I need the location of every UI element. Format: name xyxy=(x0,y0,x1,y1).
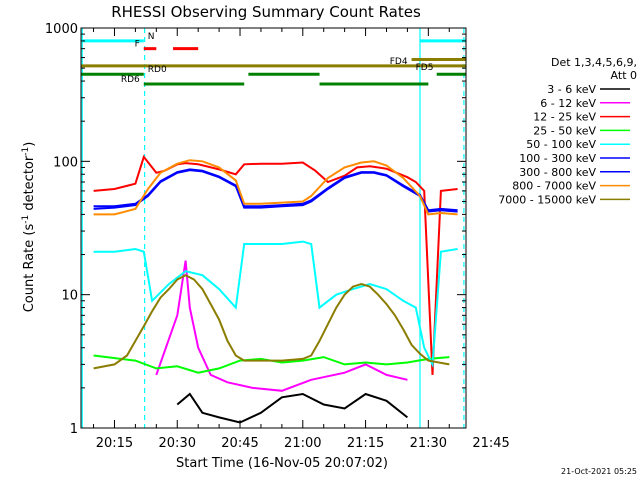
series-line-0 xyxy=(176,392,409,424)
annotation-label-9: RD6 xyxy=(121,75,140,85)
legend-entry-label-1: 6 - 12 keV xyxy=(540,97,596,110)
x-tick-label: 21:30 xyxy=(410,436,447,451)
legend-header-line-2: Att 0 xyxy=(611,69,637,82)
y-axis-label-main: Count Rate (s xyxy=(22,224,37,313)
y-tick-label: 1000 xyxy=(45,22,78,37)
legend-entry-label-4: 50 - 100 keV xyxy=(526,138,596,151)
plot-area: NF FD4 FD5 RD0 RD6 1 10 100 1000 20:15 20:30 20:45 2… xyxy=(45,22,510,451)
svg-text:Count Rate (s-1 detector-1): Count Rate (s-1 detector-1) xyxy=(21,142,37,313)
x-tick-label: 20:15 xyxy=(96,436,133,451)
x-tick-label: 20:30 xyxy=(159,436,196,451)
legend-entry-label-7: 800 - 7000 keV xyxy=(512,180,596,193)
x-tick-label: 21:00 xyxy=(284,436,321,451)
x-tick-label: 20:45 xyxy=(221,436,258,451)
series-line-7 xyxy=(93,159,458,216)
legend-entry-label-3: 25 - 50 keV xyxy=(533,124,596,137)
annotation-label-6: RD0 xyxy=(148,65,167,75)
x-tick-label: 21:45 xyxy=(472,436,509,451)
series-line-3 xyxy=(93,354,450,374)
series-line-2 xyxy=(93,154,458,375)
y-tick-label: 10 xyxy=(61,289,78,304)
chart-title: RHESSI Observing Summary Count Rates xyxy=(111,3,421,21)
annotation-label-0: N xyxy=(148,32,155,42)
series-line-4 xyxy=(93,240,458,369)
legend-header-line-1: Det 1,3,4,5,6,9, xyxy=(551,56,637,69)
plot-frame xyxy=(80,27,467,429)
y-axis-label-mid: detector xyxy=(22,155,37,215)
x-tick-label: 21:15 xyxy=(347,436,384,451)
legend-entry-label-5: 100 - 300 keV xyxy=(519,152,596,165)
annotation-label-2: F xyxy=(135,40,140,50)
series-line-6 xyxy=(93,168,458,212)
series-line-1 xyxy=(155,260,408,392)
legend-entry-label-0: 3 - 6 keV xyxy=(547,83,596,96)
y-axis-label-end: ) xyxy=(22,142,37,147)
legend-entry-label-2: 12 - 25 keV xyxy=(533,111,596,124)
y-axis-label: Count Rate (s-1 detector-1) xyxy=(21,142,37,313)
x-axis-label: Start Time (16-Nov-05 20:07:02) xyxy=(176,456,388,471)
footer-date: 21-Oct-2021 05:25 xyxy=(561,467,637,476)
y-axis-label-sup2: -1 xyxy=(21,147,31,156)
series-line-8 xyxy=(93,274,450,370)
legend-entry-label-8: 7000 - 15000 keV xyxy=(498,193,596,206)
y-axis-label-sup: -1 xyxy=(21,215,31,224)
y-tick-label: 100 xyxy=(53,155,78,170)
annotation-label-4: FD4 xyxy=(390,57,408,67)
annotation-label-5: FD5 xyxy=(416,63,434,73)
y-tick-label: 1 xyxy=(70,422,78,437)
legend-entry-label-6: 300 - 800 keV xyxy=(519,166,596,179)
